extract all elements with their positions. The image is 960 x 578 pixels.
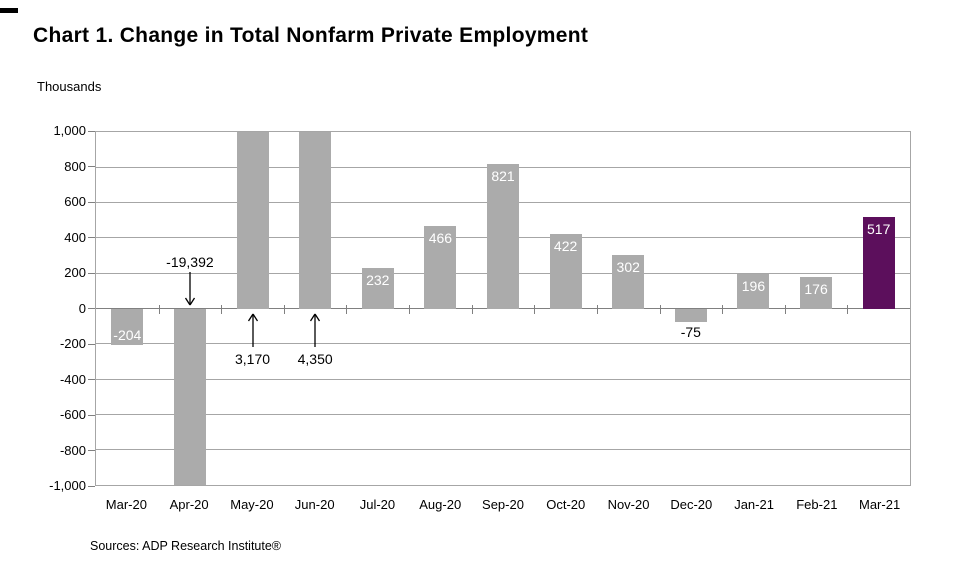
y-axis-label: 800 (64, 158, 86, 174)
bar-label-dec-20: -75 (680, 323, 701, 340)
bar-label-sep-20: 821 (491, 167, 515, 184)
category-axis-tick (722, 304, 724, 314)
y-axis-tick (88, 379, 95, 380)
x-axis-label-mar-21: Mar-21 (859, 497, 901, 512)
category-axis-tick (471, 304, 473, 314)
annotation-label-jun-20: 4,350 (297, 350, 333, 367)
bar-mar-21: 517 (862, 217, 895, 309)
y-axis-tick (88, 485, 95, 487)
annotation-label-may-20: 3,170 (235, 350, 271, 367)
category-axis-tick (346, 304, 348, 314)
gridline (96, 343, 910, 345)
y-axis-tick (88, 272, 95, 274)
x-axis-label-feb-21: Feb-21 (796, 497, 838, 512)
bar-sep-20: 821 (487, 163, 519, 309)
y-axis-units-label: Thousands (37, 79, 102, 94)
x-axis-label-nov-20: Nov-20 (607, 497, 650, 512)
bar-label-nov-20: 302 (616, 259, 640, 276)
y-axis-tick (88, 343, 95, 345)
y-axis-label: 1,000 (53, 123, 86, 138)
bar-dec-20: -75 (674, 308, 707, 340)
x-axis-label-aug-20: Aug-20 (419, 497, 462, 512)
bar-may-20 (236, 132, 269, 309)
bar-jan-21: 196 (737, 273, 770, 309)
bar-label-jan-21: 196 (741, 277, 766, 294)
bar-apr-20 (173, 308, 206, 485)
y-axis-label: -200 (59, 336, 86, 351)
y-axis-tick (88, 201, 95, 203)
y-axis-label: 200 (64, 265, 86, 280)
bar-aug-20: 466 (424, 226, 457, 309)
x-axis-label-apr-20: Apr-20 (169, 497, 209, 512)
y-axis-label: -1,000 (49, 478, 86, 493)
scan-artifact-mark (0, 8, 18, 13)
x-axis-label-dec-20: Dec-20 (670, 497, 713, 512)
x-axis-label-mar-20: Mar-20 (105, 497, 147, 512)
y-axis-tick (88, 308, 95, 309)
bar-feb-21: 176 (800, 277, 833, 309)
x-axis-label-oct-20: Oct-20 (546, 497, 586, 512)
category-axis-tick (534, 304, 536, 314)
arrow-down-icon (183, 271, 196, 311)
x-axis-label-jun-20: Jun-20 (294, 497, 335, 512)
x-axis-label-jul-20: Jul-20 (359, 497, 396, 512)
x-axis-label-sep-20: Sep-20 (482, 497, 524, 512)
bar-label-mar-21: 517 (867, 221, 891, 238)
category-axis-tick (659, 304, 661, 314)
y-axis-tick (88, 450, 95, 451)
y-axis-label: -800 (59, 442, 86, 458)
gridline (96, 413, 910, 415)
y-axis-tick (88, 166, 95, 167)
annotation-label-apr-20: -19,392 (166, 253, 214, 270)
category-axis-tick (847, 304, 849, 314)
y-axis-label: -400 (59, 371, 86, 387)
y-axis-tick (88, 414, 95, 416)
bar-jun-20 (299, 132, 332, 309)
bar-label-aug-20: 466 (428, 230, 453, 247)
bar-label-oct-20: 422 (553, 238, 578, 255)
y-axis-label: 600 (64, 194, 86, 209)
gridline (96, 449, 910, 451)
category-axis-tick (784, 304, 786, 314)
y-axis-label: 400 (64, 229, 86, 245)
bar-label-mar-20: -204 (113, 326, 142, 343)
category-axis-tick (283, 304, 285, 314)
plot-area: -204 -19,392 3,170 4,350 232 466 821 422 302 -75 1… (95, 131, 911, 486)
arrow-up-icon (309, 313, 322, 352)
gridline (96, 378, 910, 380)
x-axis-label-jan-21: Jan-21 (734, 497, 774, 512)
category-axis-tick (596, 304, 598, 314)
y-axis-tick (88, 130, 95, 132)
chart-title: Chart 1. Change in Total Nonfarm Private… (33, 24, 589, 47)
bar-oct-20: 422 (549, 234, 582, 309)
category-axis-tick (221, 304, 223, 314)
bar-mar-20: -204 (111, 308, 144, 345)
source-note: Sources: ADP Research Institute® (90, 539, 282, 553)
x-axis-label-may-20: May-20 (230, 497, 274, 512)
category-axis-tick (158, 304, 160, 314)
arrow-up-icon (246, 313, 259, 352)
y-axis-label: 0 (78, 300, 86, 316)
zero-axis-line (96, 308, 910, 309)
bar-label-feb-21: 176 (804, 281, 828, 298)
category-axis-tick (409, 304, 411, 314)
y-axis-tick (88, 237, 95, 238)
y-axis-label: -600 (59, 407, 86, 422)
bar-jul-20: 232 (361, 267, 394, 309)
bar-label-jul-20: 232 (366, 271, 390, 288)
bar-nov-20: 302 (612, 255, 645, 309)
